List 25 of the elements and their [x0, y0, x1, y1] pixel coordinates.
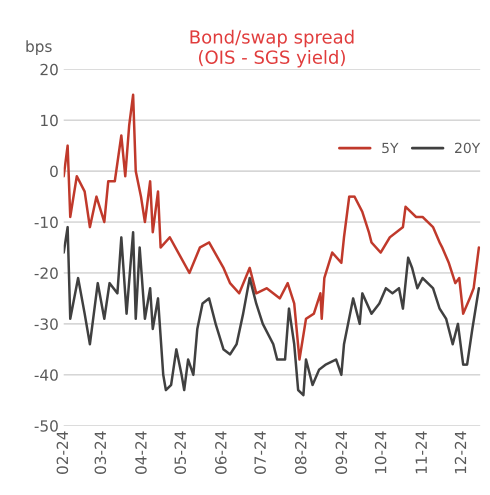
x-tick-label: 08-24: [294, 431, 307, 474]
x-tick-label: 04-24: [135, 431, 147, 474]
y-tick-label: -10: [34, 216, 58, 228]
legend-label: 20Y: [455, 142, 480, 154]
y-tick-label: -30: [34, 318, 58, 330]
x-tick-label: 09-24: [336, 431, 348, 474]
chart-title: Bond/swap spread (OIS - SGS yield): [190, 30, 354, 68]
x-tick-label: 05-24: [174, 431, 186, 474]
line-series: [64, 226, 480, 396]
x-tick-label: 12-24: [454, 431, 466, 474]
y-tick-label: -20: [34, 267, 58, 279]
x-tick-label: 07-24: [254, 431, 266, 474]
x-tick-label: 03-24: [94, 431, 106, 474]
line-series: [64, 94, 480, 361]
y-axis-title: bps: [26, 40, 52, 56]
y-tick-label: 0: [50, 166, 58, 178]
x-tick-label: 11-24: [415, 431, 427, 474]
y-tick-label: 10: [41, 114, 58, 126]
y-tick-label: -40: [34, 369, 58, 381]
x-tick-label: 02-24: [56, 431, 68, 474]
y-tick-label: 20: [40, 64, 58, 76]
x-tick-label: 10-24: [374, 431, 386, 474]
x-tick-label: 06-24: [215, 431, 227, 474]
y-tick-label: -50: [34, 420, 58, 432]
legend-label: 5Y: [382, 142, 399, 154]
